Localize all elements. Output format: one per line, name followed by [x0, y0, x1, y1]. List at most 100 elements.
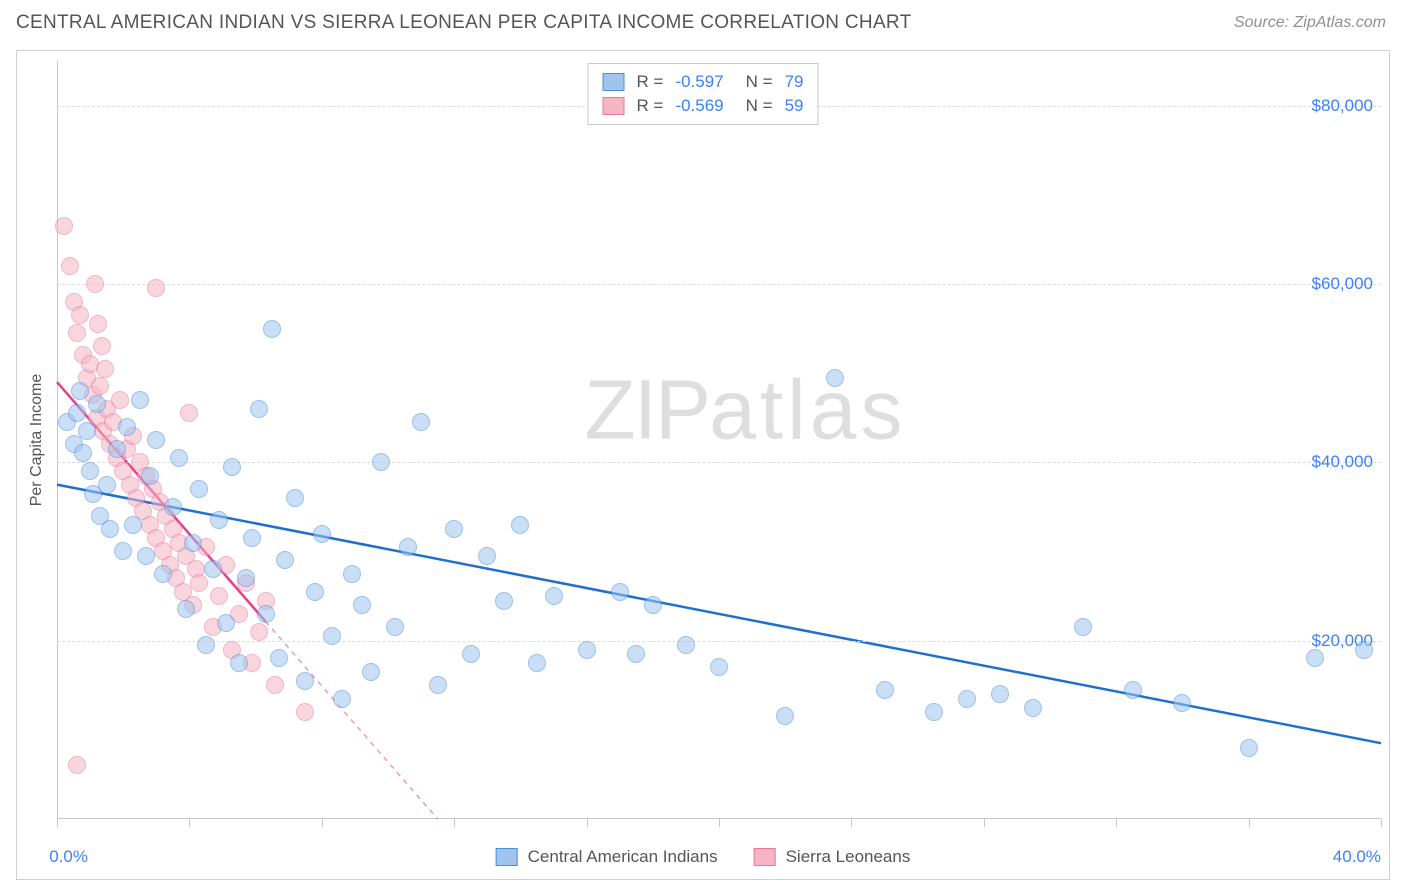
legend-swatch [603, 97, 625, 115]
data-point [372, 453, 390, 471]
data-point [362, 663, 380, 681]
n-label: N = [746, 96, 773, 116]
data-point [180, 404, 198, 422]
x-tick-mark [1249, 819, 1250, 827]
data-point [250, 623, 268, 641]
data-point [958, 690, 976, 708]
data-point [323, 627, 341, 645]
data-point [89, 315, 107, 333]
watermark-right: atlas [709, 362, 906, 456]
x-axis-max-label: 40.0% [1333, 847, 1381, 867]
data-point [96, 360, 114, 378]
data-point [1024, 699, 1042, 717]
data-point [243, 529, 261, 547]
data-point [177, 600, 195, 618]
data-point [1240, 739, 1258, 757]
r-label: R = [637, 72, 664, 92]
data-point [826, 369, 844, 387]
data-point [1074, 618, 1092, 636]
data-point [137, 547, 155, 565]
x-tick-mark [57, 819, 58, 827]
legend-swatch [754, 848, 776, 866]
data-point [876, 681, 894, 699]
data-point [429, 676, 447, 694]
chart-header: CENTRAL AMERICAN INDIAN VS SIERRA LEONEA… [0, 0, 1406, 42]
gridline-h [57, 462, 1381, 463]
x-tick-mark [719, 819, 720, 827]
data-point [118, 418, 136, 436]
watermark-left: ZIP [584, 362, 709, 456]
data-point [68, 404, 86, 422]
data-point [296, 672, 314, 690]
r-value: -0.569 [675, 96, 723, 116]
data-point [611, 583, 629, 601]
data-point [991, 685, 1009, 703]
data-point [230, 654, 248, 672]
data-point [353, 596, 371, 614]
x-tick-mark [587, 819, 588, 827]
r-value: -0.597 [675, 72, 723, 92]
gridline-h [57, 641, 1381, 642]
n-label: N = [746, 72, 773, 92]
data-point [627, 645, 645, 663]
data-point [81, 462, 99, 480]
legend-item: Sierra Leoneans [754, 847, 911, 867]
legend-item: Central American Indians [496, 847, 718, 867]
x-tick-mark [984, 819, 985, 827]
source-attribution: Source: ZipAtlas.com [1234, 14, 1386, 32]
data-point [111, 391, 129, 409]
data-point [545, 587, 563, 605]
data-point [190, 480, 208, 498]
x-tick-mark [454, 819, 455, 827]
data-point [237, 569, 255, 587]
data-point [210, 587, 228, 605]
data-point [677, 636, 695, 654]
data-point [88, 395, 106, 413]
data-point [71, 306, 89, 324]
data-point [223, 458, 241, 476]
n-value: 59 [785, 96, 804, 116]
data-point [1173, 694, 1191, 712]
data-point [190, 574, 208, 592]
legend-label: Sierra Leoneans [786, 847, 911, 867]
data-point [495, 592, 513, 610]
legend-swatch [496, 848, 518, 866]
x-tick-mark [1381, 819, 1382, 827]
data-point [101, 520, 119, 538]
stats-legend-box: R =-0.597N =79R =-0.569N =59 [588, 63, 819, 125]
data-point [925, 703, 943, 721]
data-point [263, 320, 281, 338]
data-point [210, 511, 228, 529]
data-point [141, 467, 159, 485]
data-point [204, 560, 222, 578]
data-point [124, 516, 142, 534]
legend-swatch [603, 73, 625, 91]
data-point [197, 636, 215, 654]
data-point [710, 658, 728, 676]
stats-row: R =-0.597N =79 [603, 70, 804, 94]
data-point [61, 257, 79, 275]
x-tick-mark [1116, 819, 1117, 827]
data-point [164, 498, 182, 516]
data-point [108, 440, 126, 458]
data-point [266, 676, 284, 694]
data-point [276, 551, 294, 569]
y-axis-label: Per Capita Income [28, 374, 46, 507]
data-point [131, 391, 149, 409]
x-tick-mark [851, 819, 852, 827]
data-point [71, 382, 89, 400]
y-axis-line [57, 61, 58, 819]
y-tick-label: $60,000 [1312, 274, 1383, 294]
data-point [68, 324, 86, 342]
stats-row: R =-0.569N =59 [603, 94, 804, 118]
gridline-h [57, 284, 1381, 285]
plot-area: Per Capita Income ZIPatlas 0.0% 40.0% $2… [57, 61, 1381, 819]
x-axis-min-label: 0.0% [49, 847, 88, 867]
data-point [528, 654, 546, 672]
x-tick-mark [189, 819, 190, 827]
data-point [68, 756, 86, 774]
data-point [776, 707, 794, 725]
data-point [296, 703, 314, 721]
data-point [399, 538, 417, 556]
data-point [93, 337, 111, 355]
